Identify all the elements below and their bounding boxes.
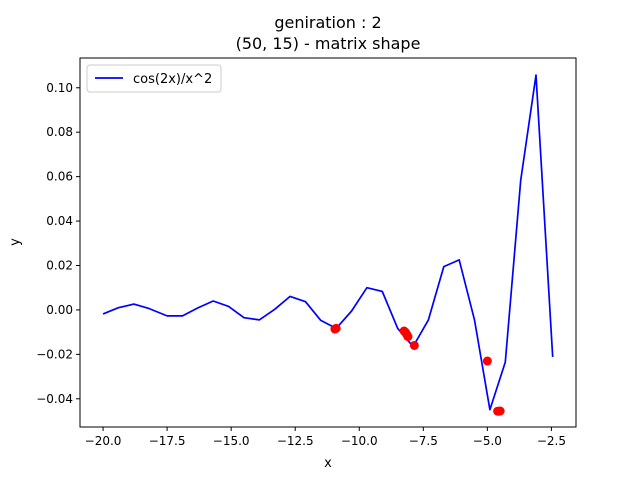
y-axis-label: y [8,238,23,246]
y-tick-label: −0.04 [36,392,73,406]
red-marker-point [482,356,492,366]
y-tick-label: 0.02 [46,258,73,272]
y-tick-label: 0.00 [46,303,73,317]
y-tick-label: 0.10 [46,81,73,95]
y-tick-label: 0.04 [46,214,73,228]
x-tick-label: −20.0 [85,434,122,448]
x-axis-label: x [324,456,332,471]
x-tick-label: −5.0 [473,434,502,448]
y-tick-label: −0.02 [36,347,73,361]
legend: cos(2x)/x^2 [86,64,222,93]
legend-label: cos(2x)/x^2 [133,72,212,87]
y-tick-label: 0.06 [46,170,73,184]
red-marker-point [409,340,419,350]
x-tick-label: −12.5 [277,434,314,448]
series-line-cos2x-over-x2 [102,74,554,411]
y-axis-ticks: −0.04 −0.02 0.00 0.02 0.04 0.06 0.08 0.10 [36,81,80,406]
red-marker-point [399,326,409,336]
x-tick-label: −7.5 [409,434,438,448]
y-tick-label: 0.08 [46,125,73,139]
x-tick-label: −10.0 [341,434,378,448]
x-tick-label: −15.0 [213,434,250,448]
plot-area [80,58,576,427]
legend-box [86,64,222,93]
chart-title-line2: (50, 15) - matrix shape [236,34,421,53]
red-marker-point [495,406,505,416]
x-tick-label: −17.5 [149,434,186,448]
x-axis-ticks: −20.0 −17.5 −15.0 −12.5 −10.0 −7.5 −5.0 −2.5 [85,427,566,448]
red-markers [330,323,505,416]
plot-frame [79,57,577,428]
x-tick-label: −2.5 [537,434,566,448]
red-marker-point [330,324,340,334]
chart-title-line1: geniration : 2 [274,13,381,32]
